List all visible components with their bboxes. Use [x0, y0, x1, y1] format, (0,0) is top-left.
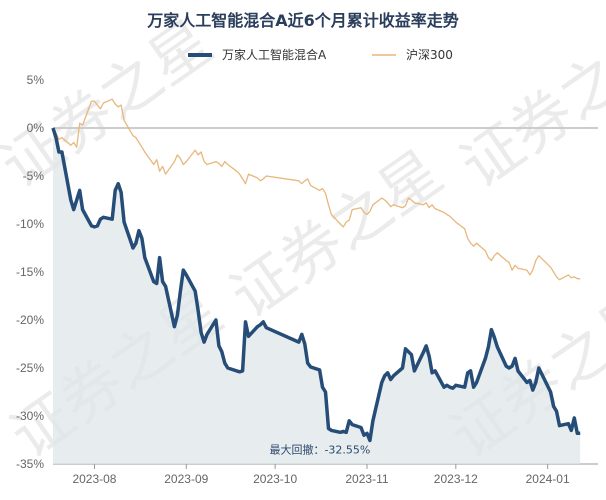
- y-tick-label: 0%: [27, 121, 45, 135]
- index-series-line: [52, 98, 581, 281]
- watermark-text: 证券之星: [448, 7, 606, 202]
- y-tick-label: -5%: [23, 169, 45, 183]
- max-drawdown-label: 最大回撤：-32.55%: [269, 442, 370, 456]
- x-tick-label: 2023-12: [434, 472, 478, 486]
- legend-label-index: 沪深300: [406, 48, 453, 62]
- y-tick-label: -35%: [16, 457, 44, 471]
- x-tick-label: 2023-08: [72, 472, 116, 486]
- y-axis: 5% 0% -5% -10% -15% -20% -25% -30% -35%: [16, 73, 598, 471]
- y-tick-label: -30%: [16, 409, 44, 423]
- x-tick-label: 2023-10: [253, 472, 297, 486]
- fund-series-line: [51, 127, 581, 443]
- x-tick-label: 2024-01: [526, 472, 570, 486]
- y-tick-label: -25%: [16, 361, 44, 375]
- y-tick-label: -15%: [16, 265, 44, 279]
- x-axis: 2023-08 2023-09 2023-10 2023-11 2023-12 2024-…: [53, 463, 598, 486]
- y-tick-label: -20%: [16, 313, 44, 327]
- chart-title: 万家人工智能混合A近6个月累计收益率走势: [146, 11, 459, 30]
- y-tick-label: 5%: [27, 73, 45, 87]
- y-tick-label: -10%: [16, 217, 44, 231]
- watermark-text: 证券之星: [218, 137, 455, 332]
- legend: 万家人工智能混合A 沪深300: [188, 47, 453, 62]
- plot-area: [51, 98, 581, 464]
- x-tick-label: 2023-09: [164, 472, 208, 486]
- fund-area: [53, 128, 581, 464]
- x-tick-label: 2023-11: [345, 472, 388, 486]
- legend-label-fund: 万家人工智能混合A: [222, 47, 327, 62]
